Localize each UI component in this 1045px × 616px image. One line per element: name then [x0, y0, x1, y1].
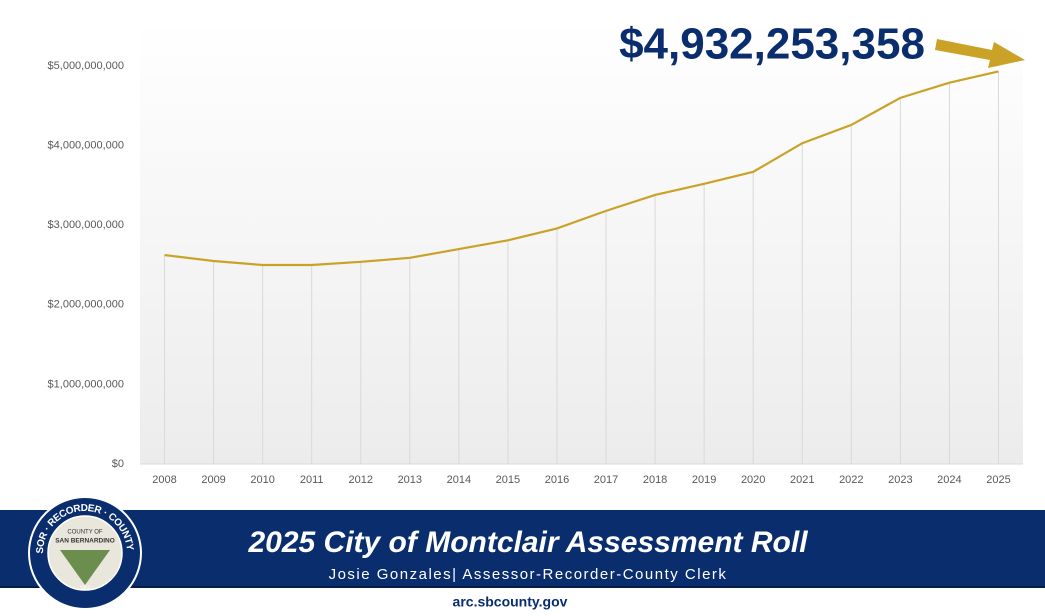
banner-edge [0, 586, 1045, 588]
y-tick-label: $1,000,000,000 [48, 378, 124, 390]
x-tick-label: 2012 [349, 474, 373, 486]
y-tick-label: $3,000,000,000 [48, 219, 124, 231]
x-tick-label: 2008 [152, 474, 176, 486]
banner [0, 510, 1045, 588]
x-tick-label: 2020 [741, 474, 765, 486]
x-tick-label: 2018 [643, 474, 667, 486]
logo-year: 1853 [79, 585, 90, 591]
x-tick-label: 2009 [201, 474, 225, 486]
x-tick-label: 2017 [594, 474, 618, 486]
logo-ring-text: ASSESSOR · RECORDER · COUNTY CLERK [0, 0, 135, 554]
x-tick-label: 2015 [496, 474, 520, 486]
y-tick-label: $5,000,000,000 [48, 60, 124, 72]
annotation: $4,932,253,358 [619, 20, 925, 69]
x-tick-label: 2023 [888, 474, 912, 486]
x-tick-label: 2014 [447, 474, 471, 486]
plot-background [140, 20, 1023, 464]
x-tick-label: 2019 [692, 474, 716, 486]
x-tick-label: 2021 [790, 474, 814, 486]
x-tick-label: 2010 [250, 474, 274, 486]
logo-ring-path: ASSESSOR · RECORDER · COUNTY CLERK [0, 0, 135, 554]
x-tick-label: 2016 [545, 474, 569, 486]
logo-county: COUNTY OF [67, 530, 103, 536]
arrow [935, 39, 1025, 68]
x-tick-label: 2025 [986, 474, 1010, 486]
chart: $0 $1,000,000,000 $2,000,000,000 $3,000,000… [48, 60, 1023, 486]
x-tick-label: 2024 [937, 474, 961, 486]
y-tick-label: $4,000,000,000 [48, 140, 124, 152]
x-tick-label: 2011 [300, 474, 324, 486]
logo-emblem [60, 550, 110, 585]
banner-title: 2025 City of Montclair Assessment Roll [247, 526, 808, 559]
x-tick-label: 2013 [398, 474, 422, 486]
url: arc.sbcounty.gov [453, 594, 568, 610]
y-tick-label: $2,000,000,000 [48, 299, 124, 311]
series-line [164, 70, 999, 267]
x-tick-label: 2022 [839, 474, 863, 486]
banner-subtitle: Josie Gonzales| Assessor-Recorder-County… [329, 566, 728, 583]
y-tick-label: $0 [112, 458, 124, 470]
logo-name: SAN BERNARDINO [55, 538, 115, 545]
